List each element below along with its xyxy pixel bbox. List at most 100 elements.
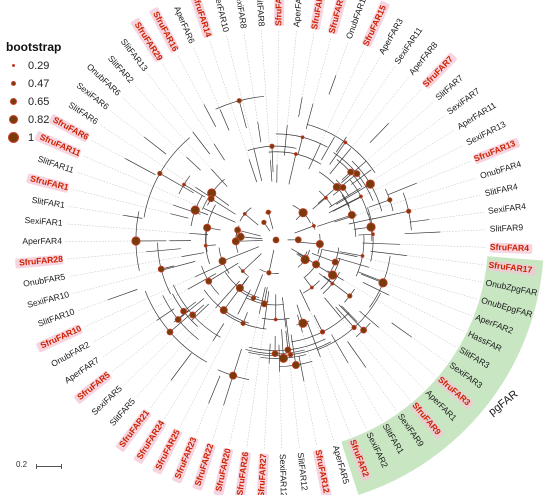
bootstrap-node	[378, 278, 388, 288]
internal-branch	[358, 233, 373, 236]
guide-line	[229, 313, 260, 445]
bootstrap-node	[300, 135, 305, 140]
bootstrap-node	[371, 232, 375, 237]
bootstrap-node	[406, 208, 412, 214]
terminal-branch	[211, 168, 228, 187]
bootstrap-node	[234, 226, 241, 234]
guide-line	[365, 367, 398, 412]
leaf-label: SfruFAR22	[193, 442, 216, 487]
guide-line	[69, 256, 182, 277]
bootstrap-node	[366, 222, 376, 232]
terminal-branch	[370, 250, 407, 256]
terminal-branch	[107, 289, 138, 301]
bootstrap-node	[358, 194, 363, 199]
leaf-label: SfruFAR27	[256, 453, 268, 495]
internal-branch	[271, 146, 274, 173]
terminal-branch	[388, 182, 417, 196]
guide-line	[66, 251, 147, 260]
guide-line	[77, 172, 174, 206]
terminal-branch	[215, 280, 240, 309]
guide-line	[368, 267, 478, 300]
guide-line	[162, 63, 215, 145]
leaf-label: SfruFAR20	[213, 447, 233, 492]
internal-branch	[232, 348, 242, 376]
internal-branch	[339, 251, 363, 257]
terminal-branch	[335, 137, 347, 153]
leaf-label: SexiFAR4	[487, 201, 526, 216]
internal-branch	[288, 153, 297, 185]
sfru-highlight	[213, 447, 234, 495]
guide-line	[264, 363, 270, 450]
guide-line	[92, 289, 189, 343]
bootstrap-node	[365, 179, 375, 189]
leaf-label: SlitFAR12	[296, 452, 310, 491]
bootstrap-node	[229, 371, 238, 380]
guide-line	[72, 270, 161, 294]
terminal-branch	[219, 109, 230, 131]
guide-line	[78, 299, 109, 311]
bootstrap-node	[203, 243, 208, 248]
leaf-label: SfruFAR1	[29, 173, 70, 192]
guide-line	[356, 321, 425, 390]
legend-label: 0.82	[28, 114, 50, 126]
guide-line	[378, 327, 437, 377]
terminal-branch	[329, 148, 352, 175]
legend-item: 1	[6, 130, 86, 150]
leaf-label: SlitFAR4	[484, 181, 519, 198]
terminal-branch	[351, 169, 372, 185]
bootstrap-node	[189, 311, 197, 319]
guide-line	[91, 139, 125, 159]
bootstrap-node	[291, 361, 300, 370]
leaf-label: SexiFAR12	[278, 454, 289, 495]
guide-line	[350, 77, 409, 149]
terminal-branch	[146, 248, 181, 253]
guide-line	[112, 321, 175, 372]
internal-branch	[371, 210, 409, 220]
sfru-highlight	[26, 173, 70, 193]
internal-branch	[335, 306, 355, 328]
internal-branch	[317, 186, 338, 204]
legend-label: 0.65	[28, 96, 50, 108]
internal-branch	[235, 240, 263, 242]
bootstrap-node	[205, 277, 213, 285]
bootstrap-node	[157, 265, 165, 273]
bootstrap-node	[261, 219, 267, 225]
guide-line	[226, 35, 254, 149]
terminal-branch	[299, 289, 311, 311]
bootstrap-node	[219, 306, 228, 315]
sfru-highlight	[489, 242, 533, 254]
terminal-branch	[347, 341, 367, 368]
terminal-branch	[187, 273, 217, 290]
bootstrap-node	[265, 209, 271, 215]
sfru-highlight	[256, 453, 269, 495]
sfru-highlight	[421, 52, 457, 89]
bootstrap-node	[190, 205, 200, 215]
bootstrap-node	[360, 254, 365, 258]
bootstrap-node	[278, 353, 289, 363]
leaf-label: SfruFAR28	[19, 254, 64, 268]
terminal-branch	[263, 291, 270, 329]
terminal-branch	[192, 131, 211, 155]
bootstrap-node	[287, 352, 294, 358]
internal-branch	[208, 262, 239, 282]
bootstrap-node	[311, 223, 316, 228]
leaf-label: AperFAR9	[291, 0, 305, 27]
guide-line	[302, 332, 335, 442]
guide-line	[346, 66, 395, 138]
guide-line	[312, 37, 332, 104]
terminal-branch	[391, 322, 412, 338]
terminal-branch	[362, 282, 390, 296]
terminal-branch	[306, 321, 321, 357]
bootstrap-node	[180, 307, 188, 315]
terminal-branch	[170, 352, 192, 381]
terminal-branch	[359, 310, 379, 328]
guide-line	[399, 244, 486, 248]
legend-label: 0.29	[28, 60, 50, 72]
legend-label: 1	[28, 132, 35, 144]
bootstrap-node	[339, 184, 347, 191]
internal-branch	[368, 199, 390, 208]
guide-line	[246, 328, 264, 448]
bootstrap-node	[330, 281, 335, 286]
terminal-branch	[270, 160, 273, 182]
guide-line	[356, 256, 482, 283]
